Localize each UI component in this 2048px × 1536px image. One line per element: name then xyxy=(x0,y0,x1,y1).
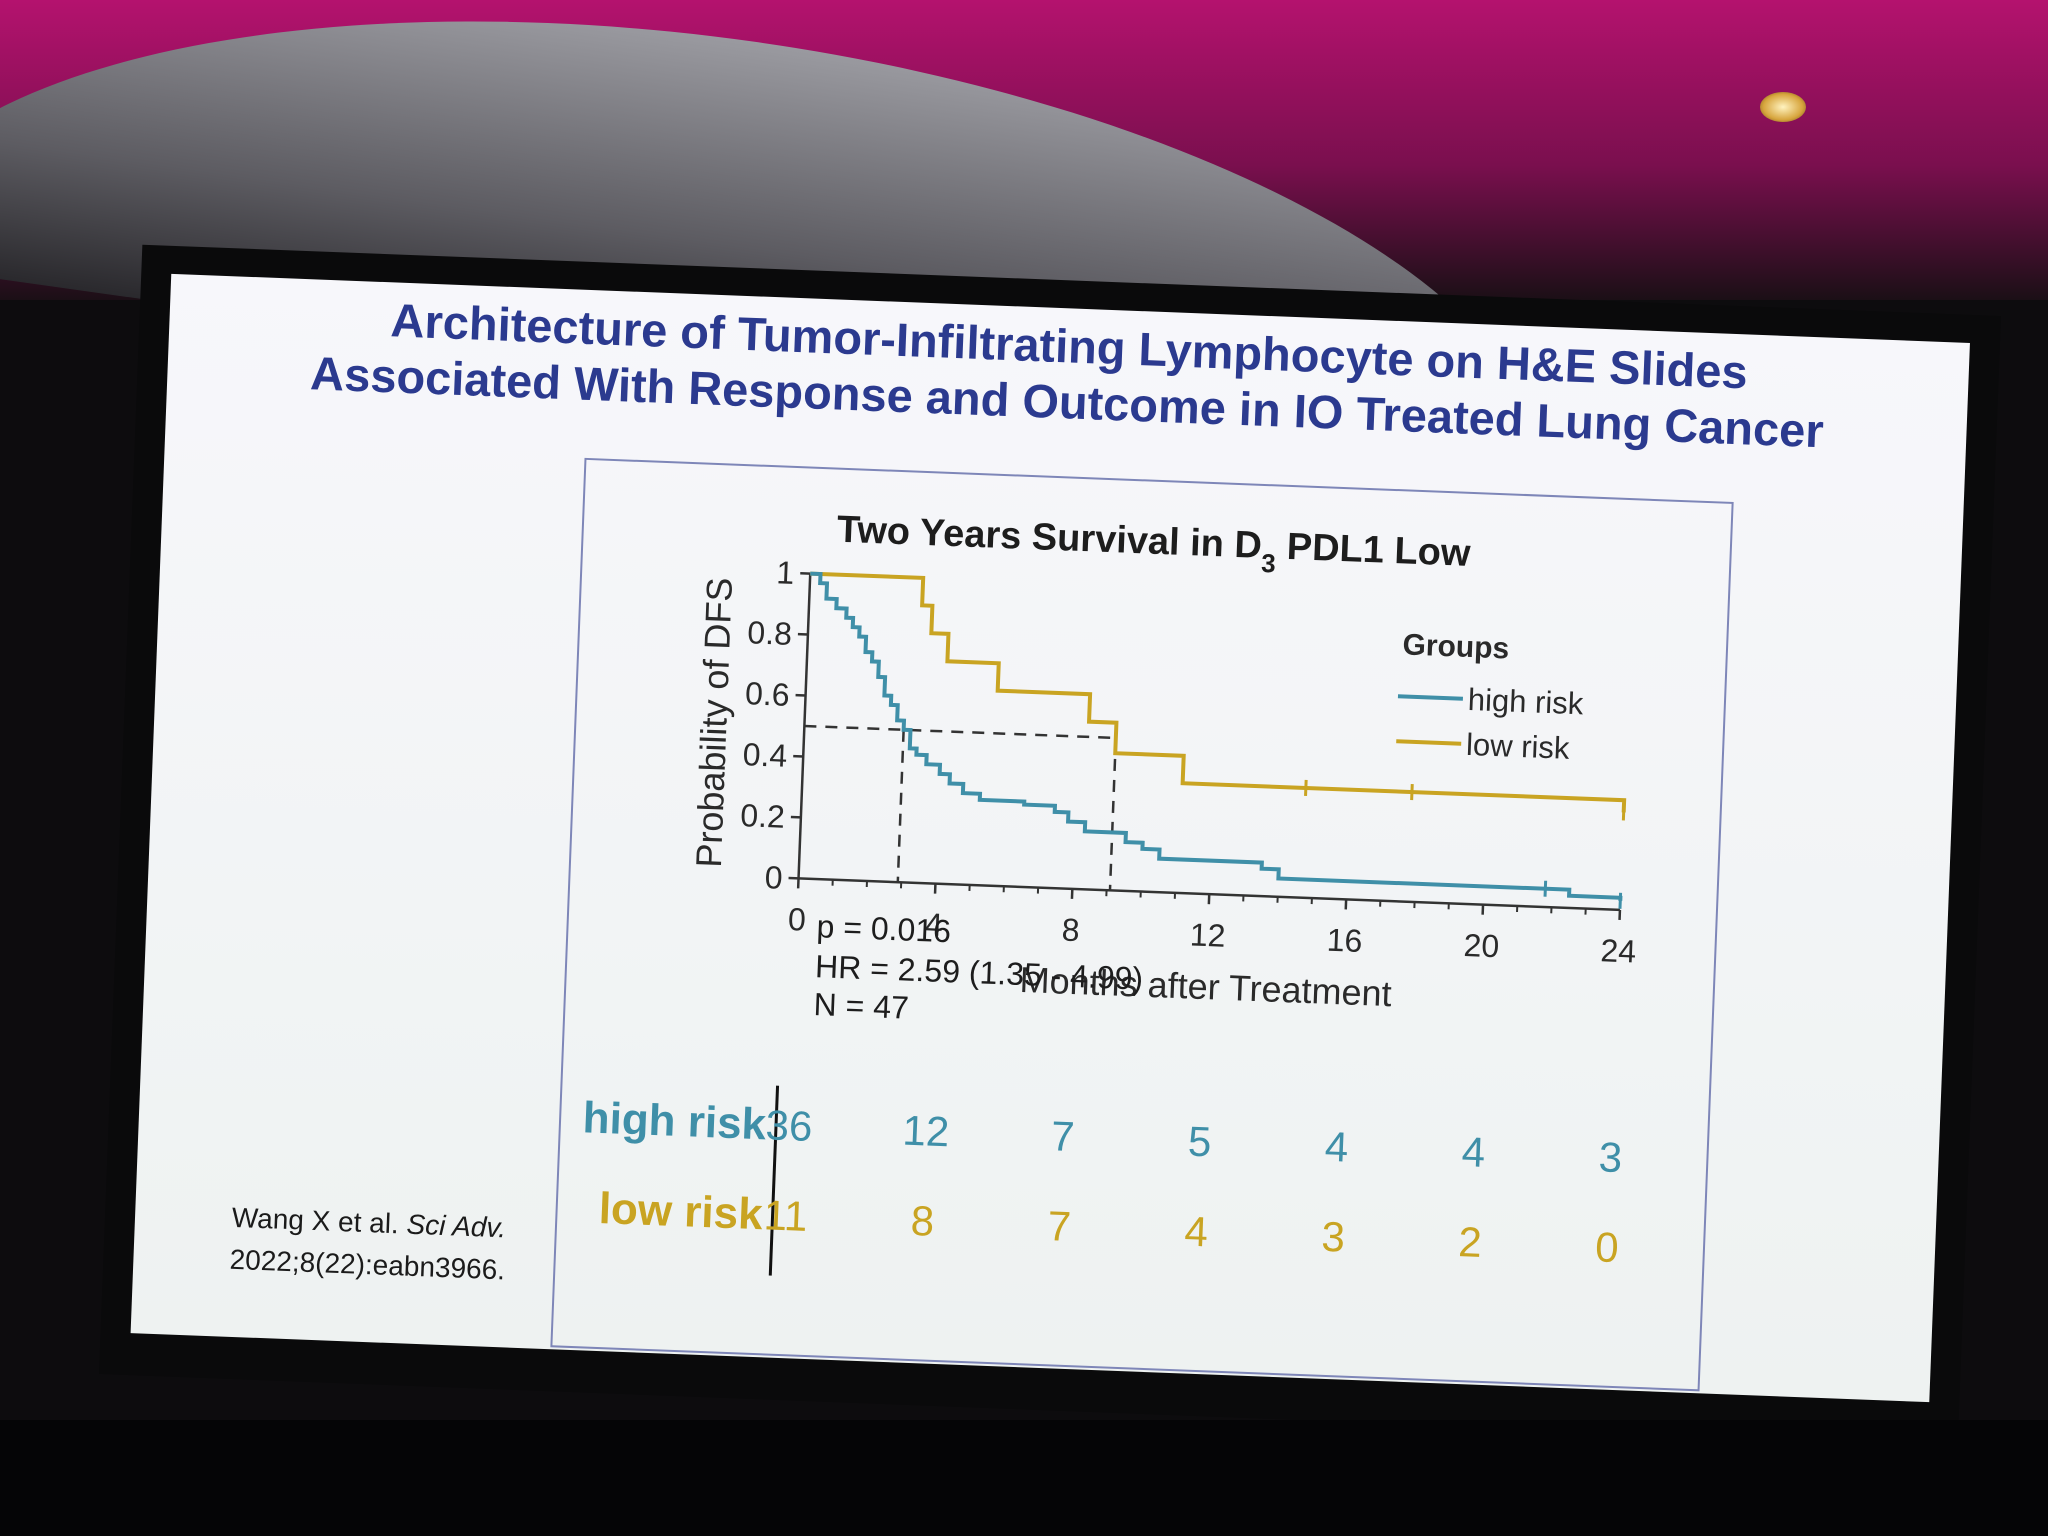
legend-title: Groups xyxy=(1402,628,1510,665)
ceiling-light-icon xyxy=(1760,92,1806,122)
survival-curve-low-risk xyxy=(810,571,1627,813)
y-tick-label: 0.6 xyxy=(744,675,790,713)
x-tick-label: 16 xyxy=(1326,922,1363,959)
risk-table-count-low-risk: 2 xyxy=(1457,1218,1482,1266)
series-lines xyxy=(810,571,1627,909)
y-tick-label: 1 xyxy=(776,554,795,591)
legend-label-high-risk: high risk xyxy=(1467,682,1584,721)
risk-table-count-high-risk: 4 xyxy=(1461,1128,1486,1176)
median-reference-high-risk xyxy=(896,729,905,883)
legend-swatch-low-risk xyxy=(1396,739,1462,746)
risk-table-count-high-risk: 7 xyxy=(1050,1112,1075,1160)
slide-title: Architecture of Tumor-Infiltrating Lymph… xyxy=(167,284,1970,465)
risk-table-count-high-risk: 36 xyxy=(765,1101,813,1150)
sample-size-text: N = 47 xyxy=(813,986,909,1026)
x-tick-label: 4 xyxy=(924,906,943,943)
risk-table-count-low-risk: 7 xyxy=(1047,1202,1072,1250)
risk-table-count-low-risk: 3 xyxy=(1321,1213,1346,1261)
stage-floor xyxy=(0,1420,2048,1536)
chart-title-main: Two Years Survival in D xyxy=(836,509,1263,567)
legend-label-low-risk: low risk xyxy=(1465,727,1570,766)
censor-mark-high-risk xyxy=(1543,880,1548,897)
risk-table-count-low-risk: 11 xyxy=(763,1191,808,1240)
slide: Architecture of Tumor-Infiltrating Lymph… xyxy=(130,273,1970,1403)
survival-curve-high-risk xyxy=(810,571,1623,901)
legend: Groups high risk low risk xyxy=(1396,628,1584,766)
risk-table-count-low-risk: 0 xyxy=(1594,1223,1619,1271)
risk-table-count-low-risk: 4 xyxy=(1184,1207,1209,1255)
y-tick-label: 0 xyxy=(764,859,783,896)
risk-table-count-high-risk: 5 xyxy=(1187,1118,1212,1166)
risk-table-label-high-risk: high risk xyxy=(582,1093,768,1149)
citation-ref: 2022;8(22):eabn3966. xyxy=(229,1243,506,1286)
risk-table-count-low-risk: 8 xyxy=(910,1197,935,1245)
risk-table-count-high-risk: 3 xyxy=(1598,1133,1623,1181)
x-tick-label: 0 xyxy=(787,901,806,938)
citation-journal: Sci Adv. xyxy=(405,1208,507,1244)
censor-mark-low-risk xyxy=(1304,779,1308,797)
y-tick-label: 0.2 xyxy=(740,797,786,835)
y-tick-label: 0.8 xyxy=(747,614,793,652)
risk-table-label-low-risk: low risk xyxy=(598,1184,764,1239)
p-value-text: p = 0.016 xyxy=(816,908,952,949)
y-axis-title: Probability of DFS xyxy=(688,577,740,868)
chart-title-subscript: 3 xyxy=(1261,548,1277,579)
censor-mark-high-risk xyxy=(1618,892,1623,909)
median-reference-horizontal xyxy=(804,724,1116,740)
chart-panel: Two Years Survival in D3 PDL1 Low 0 0.2 0.… xyxy=(550,457,1734,1392)
citation: Wang X et al. Sci Adv. 2022;8(22):eabn39… xyxy=(177,1195,560,1294)
citation-authors: Wang X et al. xyxy=(231,1201,400,1240)
x-tick-label: 8 xyxy=(1061,912,1080,949)
chart-title-rest: PDL1 Low xyxy=(1276,525,1472,574)
risk-table-count-high-risk: 4 xyxy=(1324,1123,1349,1171)
axes: 0 0.2 0.4 0.6 0.8 1 0 4 8 12 16 20 24 xyxy=(740,554,1637,969)
y-tick-label: 0.4 xyxy=(742,736,788,774)
km-chart: Two Years Survival in D3 PDL1 Low 00.20.… xyxy=(582,509,1637,1276)
x-tick-label: 20 xyxy=(1463,927,1500,964)
median-reference-low-risk xyxy=(1108,737,1118,891)
projection-screen: Architecture of Tumor-Infiltrating Lymph… xyxy=(98,244,2002,1446)
chart-title: Two Years Survival in D3 PDL1 Low xyxy=(836,509,1472,586)
x-tick-label: 12 xyxy=(1189,916,1226,953)
x-tick-label: 24 xyxy=(1600,932,1637,969)
risk-table-divider xyxy=(768,1085,780,1276)
censor-mark-low-risk xyxy=(1410,784,1414,801)
risk-table-count-high-risk: 12 xyxy=(902,1107,950,1156)
legend-swatch-high-risk xyxy=(1397,694,1463,701)
censor-mark-low-risk xyxy=(1621,804,1626,821)
